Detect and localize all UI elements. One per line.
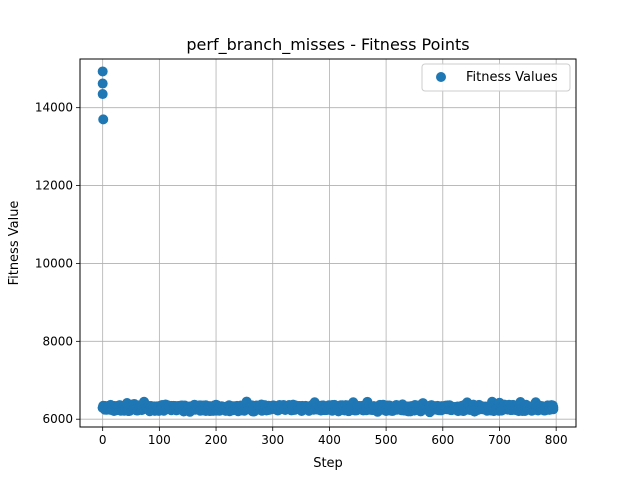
y-tick-label: 6000 [42, 412, 73, 426]
x-tick-label: 400 [318, 433, 341, 447]
x-axis-label: Step [313, 456, 343, 471]
x-tick-label: 300 [261, 433, 284, 447]
y-tick-label: 12000 [35, 179, 73, 193]
legend-label: Fitness Values [466, 70, 558, 85]
x-tick-label: 800 [545, 433, 568, 447]
x-tick-label: 0 [99, 433, 107, 447]
data-point-outlier [97, 89, 108, 100]
legend: Fitness Values [421, 63, 571, 92]
y-axis-label: Fitness Value [7, 201, 22, 286]
y-tick-label: 10000 [35, 256, 73, 270]
y-tick-label: 14000 [35, 101, 73, 115]
plot-frame [79, 58, 577, 428]
x-tick-label: 100 [148, 433, 171, 447]
grid [80, 59, 576, 427]
x-axis-ticks: 0 100 200 300 400 500 600 700 800 [99, 427, 568, 447]
x-tick-label: 500 [375, 433, 398, 447]
x-tick-label: 200 [205, 433, 228, 447]
legend-box [421, 63, 571, 92]
y-tick-label: 8000 [42, 334, 73, 348]
data-point-outlier [98, 114, 109, 125]
data-point [548, 402, 559, 413]
data-point-outlier [97, 66, 108, 77]
data-point-outlier [97, 78, 108, 89]
y-axis-ticks: 6000 8000 10000 12000 14000 [35, 101, 80, 426]
x-tick-label: 600 [431, 433, 454, 447]
data-points [97, 66, 559, 418]
legend-marker [436, 72, 446, 82]
chart-title: perf_branch_misses - Fitness Points [186, 35, 469, 55]
x-tick-label: 700 [488, 433, 511, 447]
